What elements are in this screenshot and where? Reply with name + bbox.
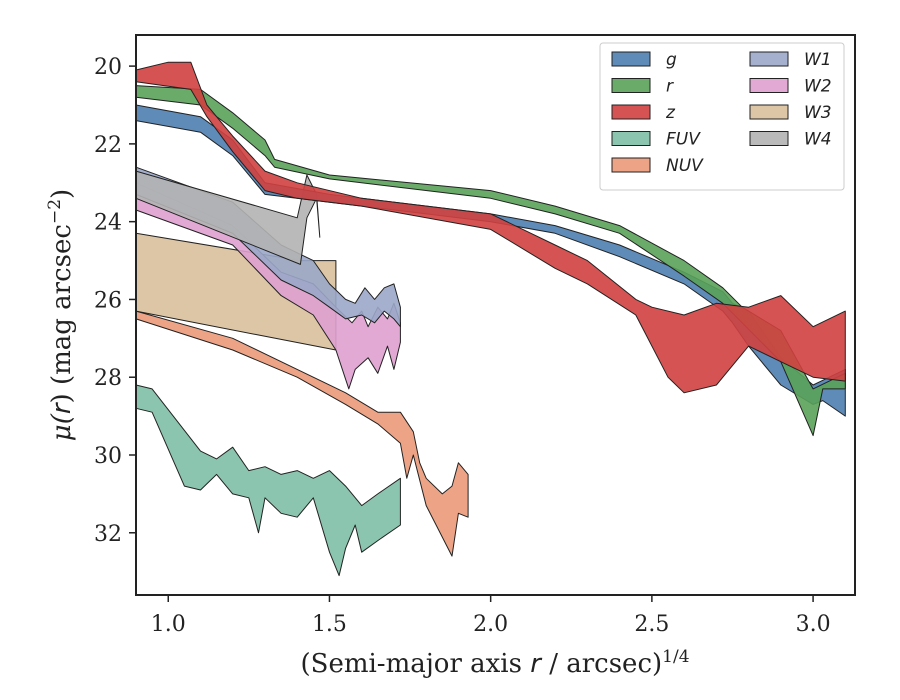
y-tick-label: 20 — [94, 55, 122, 80]
y-tick-label: 30 — [94, 444, 122, 469]
legend-label-w4: W4 — [804, 130, 832, 150]
y-tick-label: 28 — [94, 366, 122, 391]
legend-swatch-w4 — [749, 131, 789, 146]
legend: grz FUV NUV W1 W2 W3 W4 — [599, 42, 845, 191]
legend-swatch-w1 — [749, 51, 789, 67]
legend-swatch-nuv — [611, 157, 651, 173]
legend-label-w1: W1 — [804, 50, 832, 70]
legend-swatch-fuv — [611, 131, 651, 146]
x-axis-label: (Semi-major axis r / arcsec)1/4 — [300, 647, 689, 679]
x-axis-ticks: 1.0 1.5 2.0 2.5 3.0 — [151, 595, 831, 637]
x-tick-label: 2.5 — [634, 612, 669, 637]
y-tick-label: 26 — [94, 288, 122, 313]
legend-label-r: r — [666, 77, 674, 97]
legend-label-w2: W2 — [804, 77, 832, 97]
band-r — [135, 85, 846, 437]
legend-swatch-z — [611, 104, 651, 120]
x-tick-label: 2.0 — [473, 612, 508, 637]
band-z — [135, 61, 846, 394]
x-tick-label: 1.5 — [312, 612, 347, 637]
y-axis-ticks: 20 22 24 26 28 30 32 — [94, 55, 136, 547]
x-tick-label: 3.0 — [796, 612, 831, 637]
legend-swatch-w2 — [749, 78, 789, 93]
legend-label-z: z — [665, 103, 676, 123]
legend-swatch-w3 — [749, 104, 789, 120]
x-tick-label: 1.0 — [151, 612, 186, 637]
legend-label-g: g — [666, 50, 677, 70]
band-fuv — [135, 384, 401, 577]
legend-label-w3: W3 — [804, 103, 832, 123]
y-tick-label: 24 — [94, 211, 122, 236]
legend-label-nuv: NUV — [666, 156, 704, 176]
plot-frame — [135, 34, 856, 596]
y-axis-label: μ(r) (mag arcsec−2) — [45, 189, 77, 441]
band-nuv — [135, 310, 469, 557]
profile-bands — [135, 61, 846, 577]
legend-label-fuv: FUV — [666, 130, 701, 150]
legend-swatch-g — [611, 51, 651, 67]
y-tick-label: 32 — [94, 522, 122, 547]
legend-swatch-r — [611, 78, 651, 93]
y-tick-label: 22 — [94, 133, 122, 158]
